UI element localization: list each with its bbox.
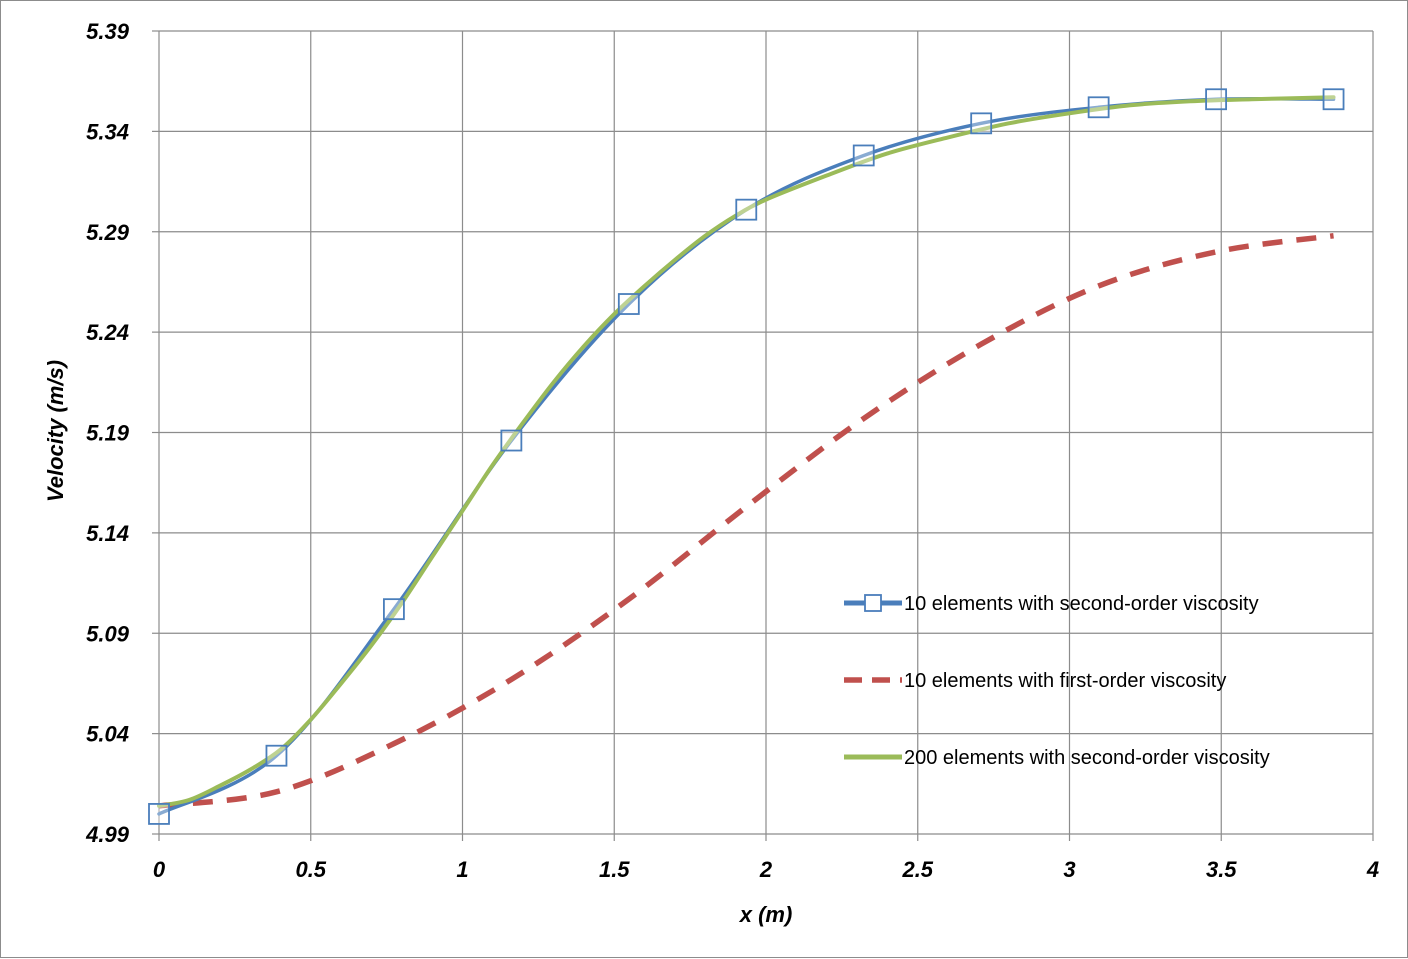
- y-tick-label: 5.19: [86, 421, 130, 446]
- legend-entry: 10 elements with second-order viscosity: [844, 593, 1259, 615]
- data-point-marker: [617, 293, 640, 315]
- data-point-marker: [148, 803, 170, 825]
- data-point-marker: [735, 198, 758, 221]
- y-tick-label: 5.29: [86, 220, 130, 245]
- series-second-order-10-markers: [148, 88, 1345, 825]
- x-tick-label: 3.5: [1206, 857, 1237, 882]
- y-tick-labels: 4.99 5.04 5.09 5.14 5.19 5.24 5.29 5.34 5.39: [85, 19, 130, 847]
- y-tick-label: 5.14: [86, 521, 129, 546]
- y-tick-label: 5.09: [86, 621, 130, 646]
- legend-label: 10 elements with first-order viscosity: [904, 670, 1226, 692]
- data-point-marker: [852, 144, 875, 167]
- y-tick-label: 5.04: [86, 722, 129, 747]
- x-tick-labels: 0 0.5 1 1.5 2 2.5 3 3.5 4: [153, 857, 1379, 882]
- data-point-marker: [1087, 96, 1110, 119]
- grid-lines: [152, 30, 1374, 841]
- data-point-marker: [500, 429, 523, 452]
- legend-label: 10 elements with second-order viscosity: [904, 593, 1259, 615]
- series-second-order-200-line: [157, 95, 1336, 808]
- y-axis-title: Velocity (m/s): [43, 360, 68, 502]
- legend-marker: [864, 594, 882, 612]
- series-layer: [148, 88, 1345, 825]
- series-first-order-10: [158, 233, 1334, 809]
- legend-label: 200 elements with second-order viscosity: [904, 747, 1270, 769]
- y-tick-label: 5.24: [86, 320, 129, 345]
- series-first-order-10-line: [158, 233, 1334, 809]
- data-point-marker: [265, 744, 288, 767]
- y-tick-label: 4.99: [85, 822, 130, 847]
- x-tick-label: 2.5: [901, 857, 933, 882]
- x-axis-title: x (m): [739, 902, 793, 927]
- data-point-marker: [970, 112, 993, 135]
- x-tick-label: 0: [153, 857, 166, 882]
- x-tick-label: 0.5: [295, 857, 326, 882]
- x-tick-label: 1: [456, 857, 468, 882]
- data-point-marker: [383, 598, 405, 621]
- data-point-marker: [1205, 88, 1227, 111]
- y-tick-label: 5.39: [86, 19, 130, 44]
- legend-entry: 10 elements with first-order viscosity: [844, 670, 1226, 692]
- y-tick-label: 5.34: [86, 119, 129, 144]
- legend-entry: 200 elements with second-order viscosity: [844, 747, 1270, 769]
- x-tick-label: 3: [1063, 857, 1075, 882]
- x-tick-label: 1.5: [599, 857, 630, 882]
- data-point-marker: [1322, 88, 1345, 111]
- x-tick-label: 2: [759, 857, 773, 882]
- series-second-order-200: [157, 95, 1336, 808]
- legend: 10 elements with second-order viscosity 1…: [844, 593, 1270, 769]
- x-tick-label: 4: [1366, 857, 1379, 882]
